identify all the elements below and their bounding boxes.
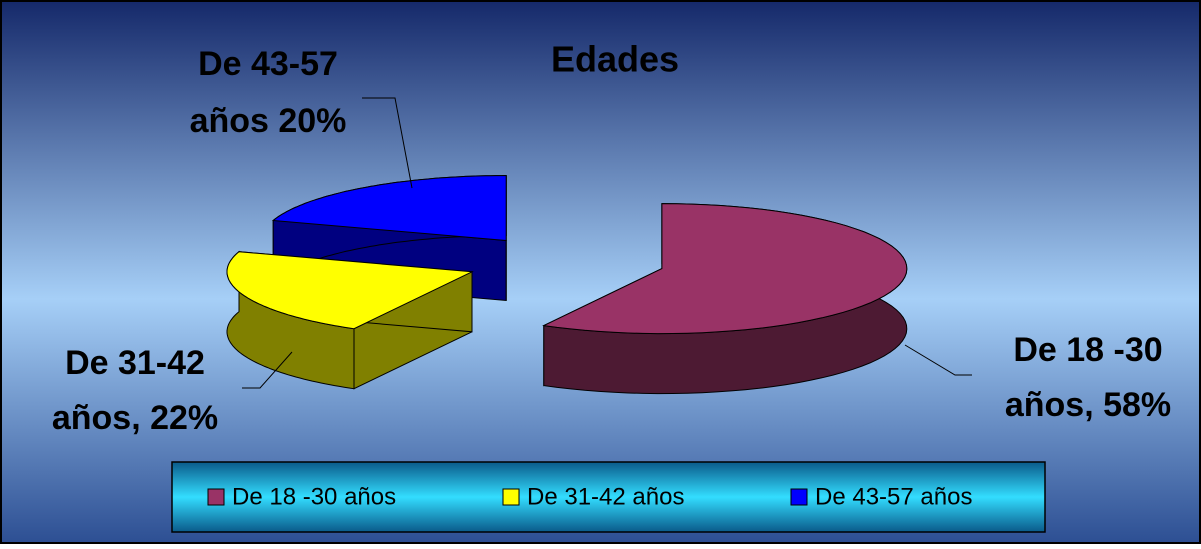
data-label: años, 58% — [1005, 386, 1171, 424]
legend-swatch — [502, 488, 520, 506]
slice-top — [271, 174, 507, 242]
legend-label: De 18 -30 años — [232, 483, 396, 510]
data-label: De 31-42 — [65, 344, 205, 382]
data-label: años, 22% — [52, 399, 218, 437]
data-label: De 18 -30 — [1013, 331, 1162, 369]
chart-title: Edades — [551, 39, 679, 80]
legend-items: De 18 -30 años De 31-42 años De 43-57 años — [207, 483, 972, 510]
leader-line — [242, 351, 293, 389]
legend-swatch — [790, 488, 808, 506]
data-label: De 43-57 — [198, 45, 338, 83]
pie-slice — [226, 250, 474, 390]
pie — [226, 174, 908, 395]
legend-label: De 31-42 años — [527, 483, 684, 510]
leader-line — [904, 344, 972, 376]
slice-top — [226, 251, 474, 330]
slice-top — [542, 203, 908, 335]
legend-label: De 43-57 años — [815, 483, 972, 510]
legend — [171, 461, 1046, 533]
leader-line — [362, 97, 413, 189]
data-label: años 20% — [190, 102, 347, 140]
legend-swatch — [207, 488, 225, 506]
pie-slice — [542, 203, 908, 395]
